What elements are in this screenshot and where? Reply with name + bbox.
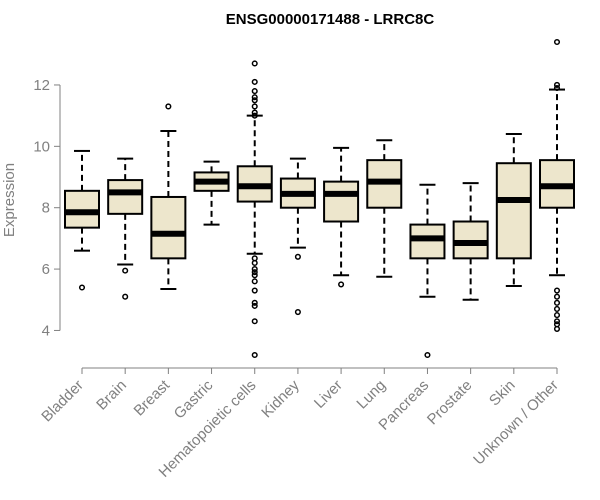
outlier-point [122, 293, 129, 300]
x-tick-label: Breast [131, 376, 174, 419]
box-group [366, 139, 403, 278]
y-tick-label: 6 [42, 261, 50, 278]
box-group [150, 103, 187, 291]
outlier-point [251, 318, 258, 325]
outlier-point [165, 103, 172, 110]
outlier-point [251, 78, 258, 85]
box-group [193, 160, 230, 226]
box-group [495, 133, 532, 287]
plot-area [64, 38, 575, 359]
outlier-point [251, 109, 258, 116]
outlier-point [338, 281, 345, 288]
x-tick-label: Liver [311, 377, 346, 412]
outlier-point [553, 318, 561, 325]
outlier-point [251, 351, 258, 359]
outlier-point [251, 287, 258, 294]
y-axis-label: Expression [1, 163, 18, 237]
outlier-point [251, 103, 258, 110]
box-iqr [323, 180, 360, 223]
box-group [452, 182, 489, 301]
outlier-point [251, 302, 258, 309]
y-tick-label: 4 [42, 322, 50, 339]
box-group [323, 146, 360, 288]
box-group [107, 157, 144, 300]
y-tick-label: 8 [42, 200, 50, 217]
outlier-point [553, 325, 561, 332]
outlier-point [553, 312, 561, 319]
outlier-point [251, 259, 258, 266]
box-group [279, 157, 316, 316]
outlier-point [251, 94, 258, 101]
y-tick-label: 10 [33, 138, 50, 155]
outlier-point [294, 308, 301, 316]
x-tick-label: Skin [486, 377, 519, 410]
outlier-point [424, 351, 431, 359]
box-iqr [64, 189, 100, 229]
x-tick-label: Bladder [38, 377, 87, 426]
box-group [64, 149, 100, 291]
outlier-point [78, 284, 86, 291]
outlier-point [553, 81, 561, 89]
outlier-point [553, 287, 561, 294]
y-axis: 4 6 8 10 12 [33, 77, 61, 339]
box-iqr [452, 220, 489, 260]
x-tick-label: Kidney [258, 376, 303, 421]
chart-title: ENSG00000171488 - LRRC8C [226, 11, 435, 28]
outlier-point [251, 88, 258, 95]
box-iqr [107, 179, 144, 215]
box-group [409, 183, 446, 359]
y-tick-label: 12 [33, 77, 50, 94]
box-iqr [409, 223, 446, 260]
x-tick-label: Lung [353, 377, 389, 413]
outlier-point [251, 272, 258, 279]
outlier-point [251, 97, 258, 104]
outlier-point [122, 267, 129, 274]
outlier-point [251, 299, 258, 306]
box-iqr [495, 162, 532, 260]
box-iqr [150, 195, 187, 260]
outlier-point [553, 38, 561, 46]
outlier-point [251, 278, 258, 285]
outlier-point [251, 269, 258, 276]
box-group [539, 38, 575, 332]
outlier-point [294, 253, 301, 260]
box-group [236, 60, 273, 359]
x-tick-label: Brain [93, 377, 130, 414]
outlier-point [251, 266, 258, 273]
outlier-point [553, 84, 561, 92]
outlier-point [251, 112, 258, 119]
x-tick-label: Prostate [424, 377, 476, 429]
outlier-point [553, 293, 561, 300]
outlier-point [553, 305, 561, 313]
outlier-point [251, 60, 258, 67]
outlier-point [553, 299, 561, 306]
